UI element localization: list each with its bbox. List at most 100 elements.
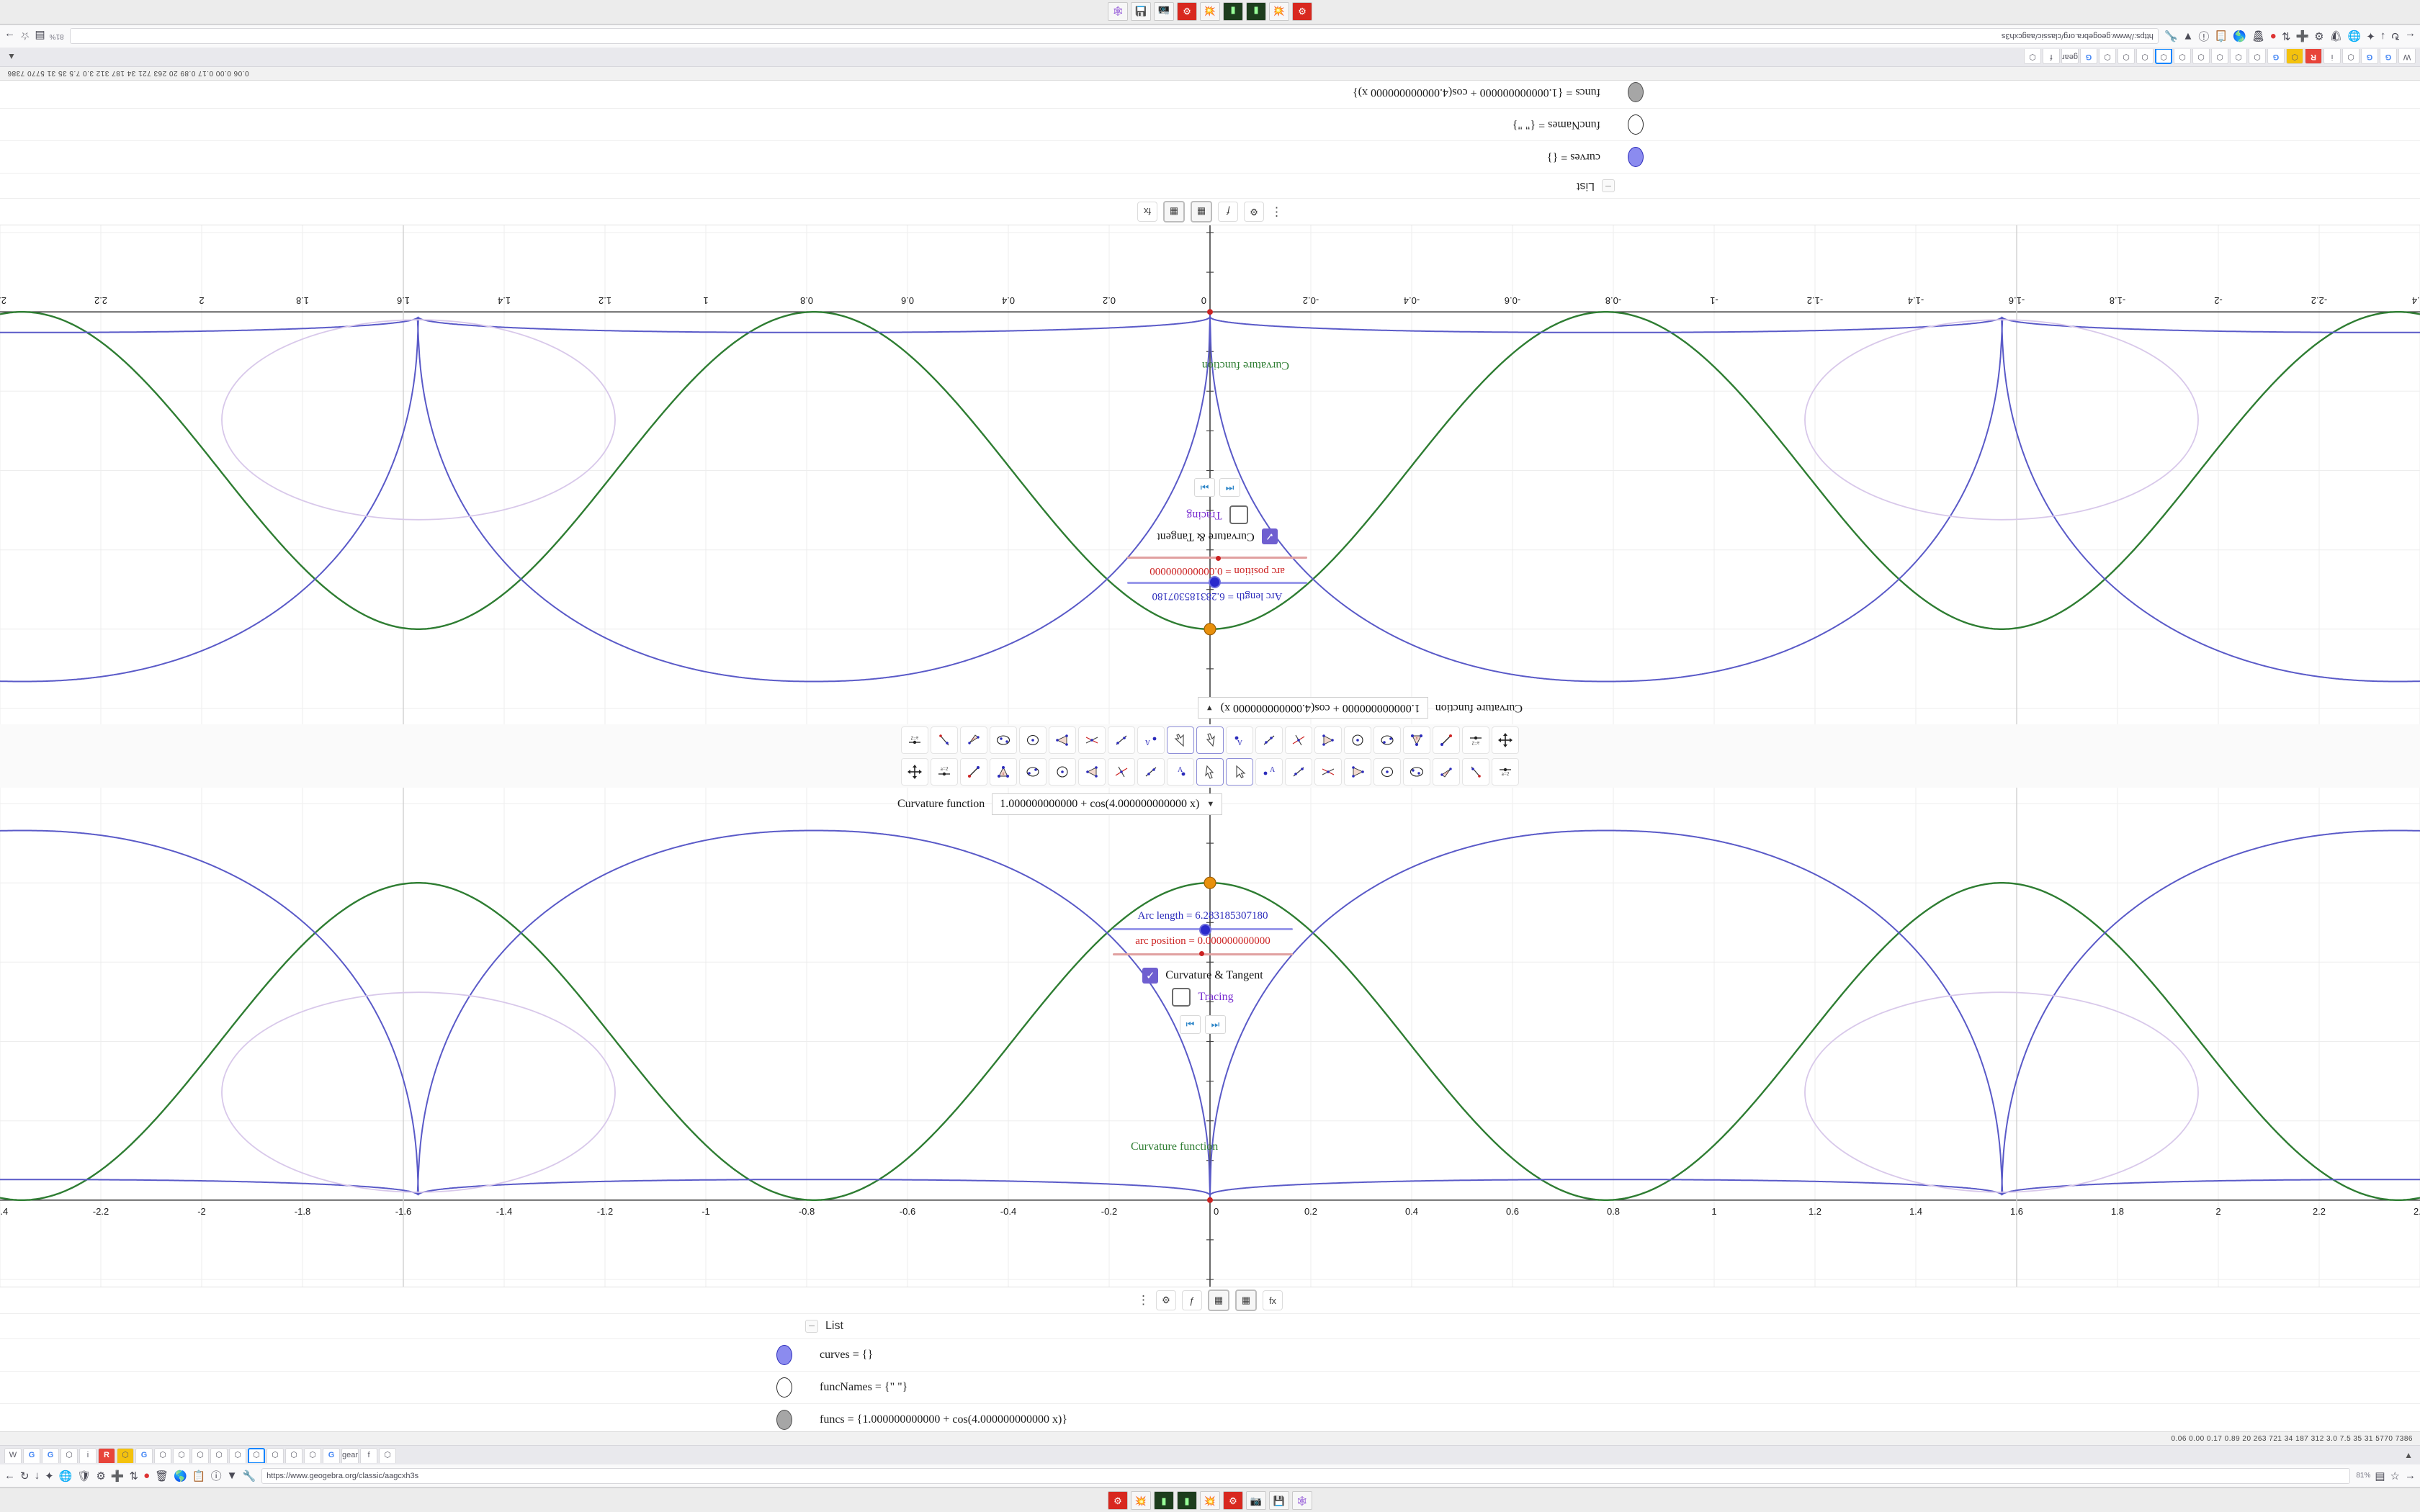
bookmark-item[interactable]: G	[135, 1447, 153, 1463]
save-icon[interactable]: 💾	[1269, 1491, 1289, 1510]
marker-dot[interactable]	[776, 1377, 792, 1398]
tool-point-on-line[interactable]	[931, 726, 958, 754]
bookmark-item[interactable]: G	[323, 1447, 340, 1463]
reader-icon[interactable]: ▤	[35, 30, 45, 42]
tool-triangle[interactable]	[1049, 726, 1076, 754]
marker-dot[interactable]	[776, 1410, 792, 1430]
gear-icon[interactable]: ⚙	[2314, 30, 2324, 42]
tool-slider-2[interactable]: a=2	[1492, 758, 1519, 786]
slider-knob[interactable]	[1199, 924, 1211, 936]
bookmark-item[interactable]: ⬡	[266, 1447, 284, 1463]
slider-knob[interactable]	[1216, 556, 1221, 561]
tool-text[interactable]: A	[1226, 726, 1253, 754]
bookmark-item[interactable]: ⬡	[210, 1447, 228, 1463]
gear-icon-2[interactable]: ⚙	[1223, 1491, 1243, 1510]
bookmark-item[interactable]: ⬡	[379, 1447, 396, 1463]
marker-dot[interactable]	[1628, 114, 1644, 135]
shield-icon[interactable]: 🛡	[77, 1470, 91, 1482]
geogebra-toolbar[interactable]: a=2 α A	[0, 724, 2420, 756]
os-taskbar[interactable]: ⚙ 💥 ▮ ▮ 💥 ⚙ 📷 💾 🕸	[0, 0, 2420, 24]
bookmark-item[interactable]: ⬡	[304, 1447, 321, 1463]
function-icon[interactable]: ƒ	[1182, 1290, 1202, 1310]
gimp-icon[interactable]: 🕸	[1292, 1491, 1312, 1510]
controls-overlay[interactable]: Arc length = 6.283185307180 arc position…	[1052, 910, 1354, 1034]
bookmark-item[interactable]: ⬡	[2211, 49, 2228, 65]
browser-right-icons[interactable]: ▤ ☆ →	[4, 30, 45, 43]
copy-icon[interactable]: 📋	[192, 1470, 206, 1482]
tool-circle[interactable]	[1344, 726, 1371, 754]
gear-icon[interactable]: ⚙	[1156, 1290, 1176, 1310]
reload-icon[interactable]: ↻	[2390, 30, 2400, 42]
pocket-icon[interactable]: ▼	[2182, 30, 2194, 42]
tool-angle-measure[interactable]: α	[1433, 758, 1460, 786]
trash-icon[interactable]: 🗑	[155, 1470, 169, 1482]
firefox-icon-2[interactable]: 💥	[1200, 1491, 1220, 1510]
translate-icon[interactable]: 🌐	[58, 1470, 73, 1482]
algebra-toolbar[interactable]: ⋮ ⚙ ƒ ▦ ▦ fx	[0, 198, 2420, 225]
bookmark-item[interactable]: f	[360, 1447, 377, 1463]
tool-point-label[interactable]: A	[1137, 726, 1165, 754]
bookmark-item[interactable]: W	[2398, 49, 2416, 65]
bookmark-item[interactable]: ⬡	[2342, 49, 2360, 65]
bookmark-item[interactable]: ⬡	[192, 1447, 209, 1463]
tool-polygon[interactable]	[1314, 726, 1342, 754]
zoom-level[interactable]: 81%	[49, 32, 64, 40]
tool-angle[interactable]: α	[1403, 726, 1430, 754]
tool-ray[interactable]	[1108, 726, 1135, 754]
bookmark-item[interactable]: W	[4, 1447, 22, 1463]
sync-icon[interactable]: ⇅	[2281, 30, 2291, 42]
tool-pointer[interactable]	[1167, 726, 1194, 754]
back-arrow-icon[interactable]: ←	[2405, 30, 2416, 42]
bookmark-item[interactable]: ⬡	[2230, 49, 2247, 65]
bookmark-item[interactable]: i	[79, 1447, 97, 1463]
tool-slider[interactable]: a=2	[1462, 726, 1489, 754]
fx-icon[interactable]: fx	[1263, 1290, 1283, 1310]
more-options-icon[interactable]: ⋮	[1270, 205, 1283, 219]
function-icon[interactable]: ƒ	[1218, 202, 1238, 222]
tool-perpendicular[interactable]	[1285, 726, 1312, 754]
tool-triangle[interactable]	[1344, 758, 1371, 786]
slider-knob[interactable]	[1209, 576, 1221, 588]
tree-view-icon-2[interactable]: ▦	[1163, 201, 1185, 222]
table-row[interactable]: curves = {}	[0, 1339, 2420, 1372]
tool-polygon[interactable]	[1078, 758, 1106, 786]
collapse-icon[interactable]: ─	[1602, 179, 1615, 192]
tool-line[interactable]	[960, 758, 987, 786]
tool-circle[interactable]	[1049, 758, 1076, 786]
browser-right-icons[interactable]: ▤ ☆ →	[2375, 1470, 2416, 1482]
browser-nav-icons[interactable]: ← ↻ ↓ ✦ 🌐 🛡 ⚙ ➕ ⇅ ● 🗑 🌎 📋 ⓘ ▼ 🔧	[2164, 29, 2416, 44]
bookmark-item[interactable]: ⬡	[248, 1447, 265, 1463]
chevron-down-icon[interactable]: ▼	[1205, 703, 1214, 712]
curvature-tangent-checkbox[interactable]: ✓	[1261, 528, 1278, 544]
firefox-icon[interactable]: 💥	[1131, 1491, 1151, 1510]
zoom-level[interactable]: 81%	[2356, 1472, 2371, 1480]
terminal-icon[interactable]: ▮	[1154, 1491, 1174, 1510]
gear-icon[interactable]: ⚙	[96, 1470, 106, 1482]
tracing-checkbox[interactable]	[1172, 988, 1191, 1007]
arrow-right-icon[interactable]: →	[4, 30, 15, 42]
slider-knob[interactable]	[1199, 951, 1204, 956]
tool-text[interactable]: A	[1167, 758, 1194, 786]
gimp-icon[interactable]: 🕸	[1108, 2, 1128, 21]
screenshot-icon[interactable]: 📷	[1246, 1491, 1266, 1510]
reader-icon[interactable]: ▤	[2375, 1470, 2385, 1482]
algebra-group-header[interactable]: ─ List	[0, 1314, 2420, 1339]
arc-length-slider[interactable]	[1127, 576, 1307, 588]
bookmark-item[interactable]: ⬡	[173, 1447, 190, 1463]
tool-freehand[interactable]	[1196, 758, 1224, 786]
chevron-down-icon[interactable]: ▼	[1206, 800, 1215, 809]
collapse-icon[interactable]: ─	[805, 1320, 818, 1333]
tool-intersect[interactable]	[1078, 726, 1106, 754]
bookmark-item[interactable]: ⬡	[2249, 49, 2266, 65]
tool-ellipse[interactable]	[1373, 726, 1401, 754]
bookmark-item[interactable]: G	[2361, 49, 2378, 65]
info-icon[interactable]: ⓘ	[210, 1470, 222, 1482]
bookmark-item[interactable]: gear	[341, 1447, 359, 1463]
tool-angle-measure[interactable]: α	[960, 726, 987, 754]
extension-icon[interactable]: ✦	[2366, 30, 2375, 42]
geogebra-toolbar[interactable]: a=2 α A	[0, 756, 2420, 788]
bookmark-item[interactable]: f	[2043, 49, 2060, 65]
